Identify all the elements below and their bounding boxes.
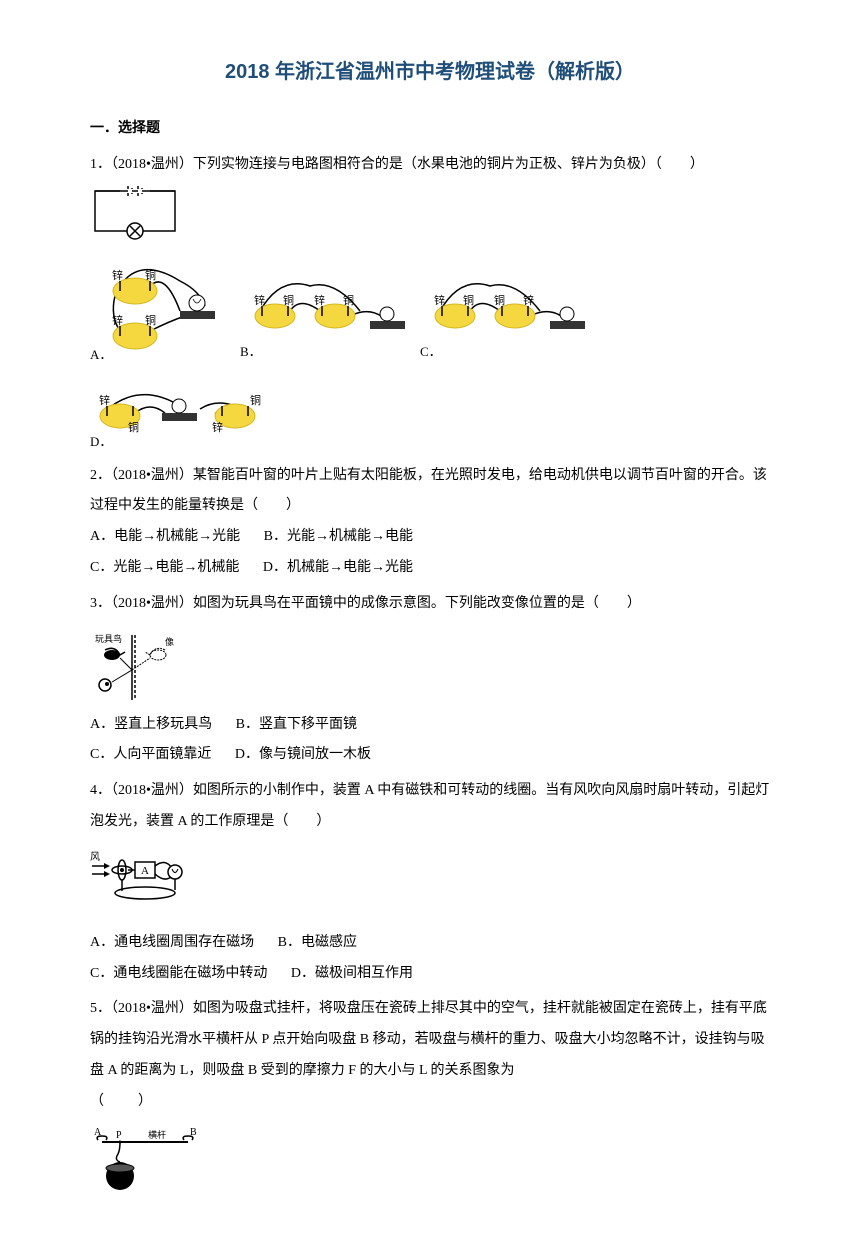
q4-options-row1: A．通电线圈周围存在磁场 B．电磁感应 [90,928,770,959]
q2-options-row2: C．光能→电能→机械能 D．机械能→电能→光能 [90,553,770,584]
q1-option-a: 锌 铜 锌 铜 A． [90,251,230,361]
svg-text:铜: 铜 [250,393,261,407]
circuit-diagram [90,181,180,241]
question-4: 4．（2018•温州）如图所示的小制作中，装置 A 中有磁铁和可转动的线圈。当有… [90,776,770,989]
svg-text:锌: 锌 [112,268,123,282]
question-2: 2．（2018•温州）某智能百叶窗的叶片上贴有太阳能板，在光照时发电，给电动机供… [90,461,770,584]
q2-opt-d: D．机械能→电能→光能 [263,560,413,575]
q3-options-row2: C．人向平面镜靠近 D．像与镜间放一木板 [90,740,770,771]
q3-options-row1: A．竖直上移玩具鸟 B．竖直下移平面镜 [90,710,770,741]
svg-text:B．: B． [240,344,262,359]
q1-options-row: 锌 铜 锌 铜 A． [90,251,770,451]
q1-option-b: 锌 铜 锌 铜 B． [240,271,410,361]
question-3: 3．（2018•温州）如图为玩具鸟在平面镜中的成像示意图。下列能改变像位置的是（… [90,589,770,771]
q3-opt-d: D．像与镜间放一木板 [235,747,371,762]
svg-text:锌: 锌 [523,293,534,307]
svg-text:P: P [116,1130,122,1141]
q2-options-row1: A．电能→机械能→光能 B．光能→机械能→电能 [90,522,770,553]
q2-text: 2．（2018•温州）某智能百叶窗的叶片上贴有太阳能板，在光照时发电，给电动机供… [90,461,770,523]
svg-text:C．: C． [420,344,442,359]
q3-opt-b: B．竖直下移平面镜 [236,717,357,732]
svg-text:铜: 铜 [128,420,139,434]
svg-text:铜: 铜 [494,293,505,307]
q4-opt-b: B．电磁感应 [278,935,357,950]
svg-text:玩具鸟: 玩具鸟 [95,633,122,644]
q4-opt-c: C．通电线圈能在磁场中转动 [90,966,267,981]
svg-text:锌: 锌 [212,420,223,434]
section-header: 一．选择题 [90,114,770,145]
svg-text:铜: 铜 [463,293,474,307]
q2-opt-b: B．光能→机械能→电能 [264,529,413,544]
svg-text:A．: A． [90,347,112,361]
svg-text:锌: 锌 [434,293,445,307]
q3-opt-a: A．竖直上移玩具鸟 [90,717,212,732]
q3-text: 3．（2018•温州）如图为玩具鸟在平面镜中的成像示意图。下列能改变像位置的是（… [90,589,770,620]
q5-text: 5．（2018•温州）如图为吸盘式挂杆，将吸盘压在瓷砖上排尽其中的空气，挂杆就能… [90,994,770,1086]
svg-text:铜: 铜 [343,293,354,307]
question-1: 1．（2018•温州）下列实物连接与电路图相符合的是（水果电池的铜片为正极、锌片… [90,150,770,451]
q1-text: 1．（2018•温州）下列实物连接与电路图相符合的是（水果电池的铜片为正极、锌片… [90,150,770,181]
svg-text:锌: 锌 [254,293,265,307]
svg-text:锌: 锌 [99,393,110,407]
q4-opt-d: D．磁极间相互作用 [291,966,413,981]
q4-text: 4．（2018•温州）如图所示的小制作中，装置 A 中有磁铁和可转动的线圈。当有… [90,776,770,838]
svg-text:风: 风 [90,851,100,863]
svg-text:锌: 锌 [112,313,123,327]
svg-text:横杆: 横杆 [148,1129,166,1140]
q3-opt-c: C．人向平面镜靠近 [90,747,211,762]
svg-text:B: B [190,1128,197,1138]
svg-text:A: A [94,1128,102,1138]
q2-opt-a: A．电能→机械能→光能 [90,529,240,544]
q2-opt-c: C．光能→电能→机械能 [90,560,239,575]
q5-diagram: A P 横杆 B [90,1128,170,1198]
page-title: 2018 年浙江省温州市中考物理试卷（解析版） [90,50,770,94]
q4-diagram: 风 A [90,848,170,918]
q1-option-c: 锌 铜 铜 锌 C． [420,271,590,361]
q3-diagram: 玩具鸟 像 [90,630,170,700]
q5-blank: （ ） [90,1087,770,1118]
svg-text:锌: 锌 [314,293,325,307]
question-5: 5．（2018•温州）如图为吸盘式挂杆，将吸盘压在瓷砖上排尽其中的空气，挂杆就能… [90,994,770,1197]
svg-text:铜: 铜 [145,313,156,327]
q4-opt-a: A．通电线圈周围存在磁场 [90,935,254,950]
svg-text:A: A [141,865,149,877]
svg-text:铜: 铜 [145,268,156,282]
svg-text:铜: 铜 [283,293,294,307]
svg-text:D．: D． [90,434,112,449]
svg-text:像: 像 [165,636,174,647]
q1-option-d: 锌 铜 锌 铜 D． [90,371,270,451]
q4-options-row2: C．通电线圈能在磁场中转动 D．磁极间相互作用 [90,959,770,990]
